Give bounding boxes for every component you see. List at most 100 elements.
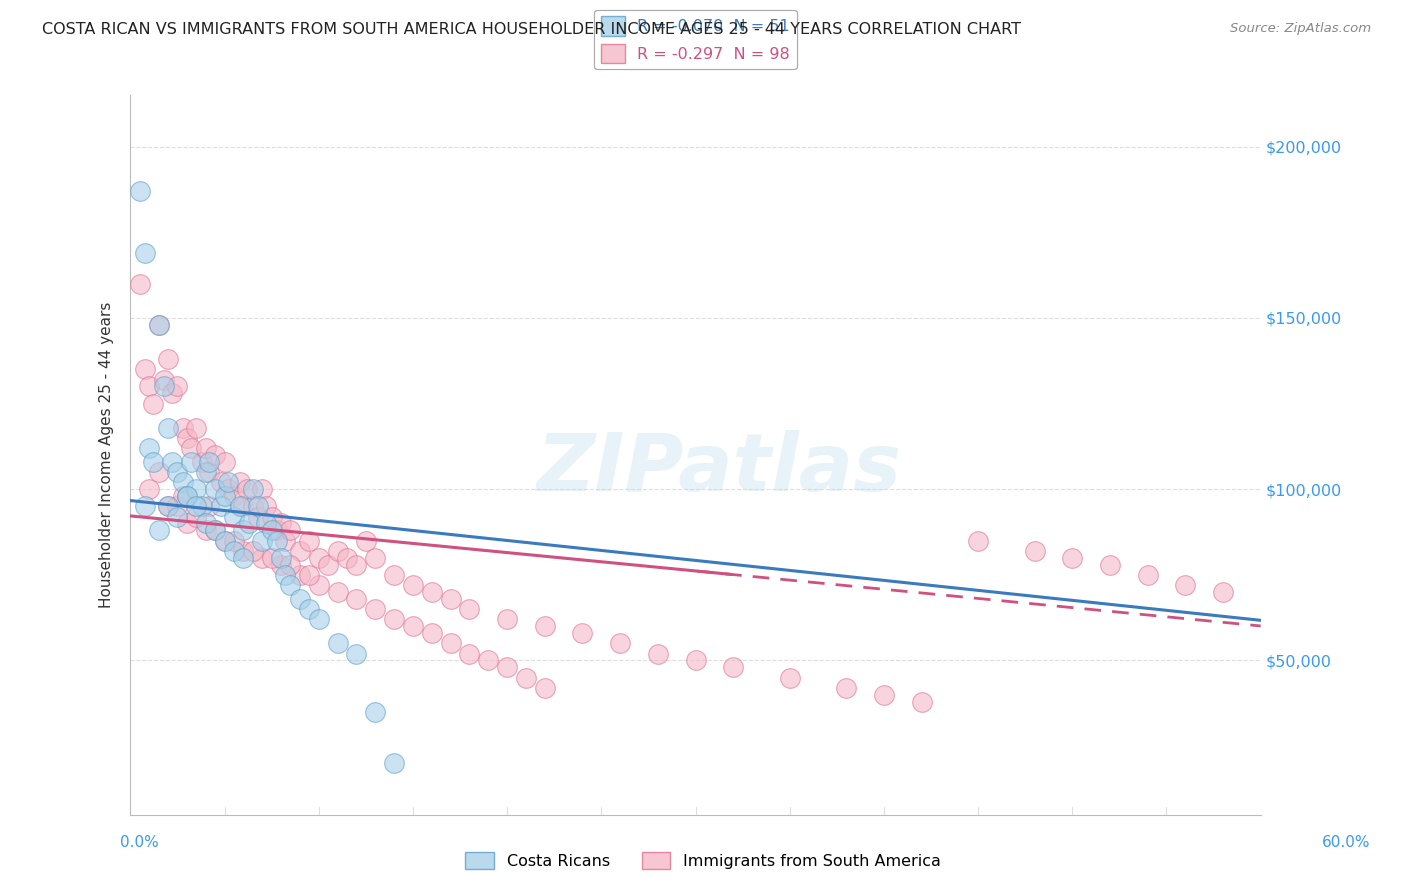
Point [344, 591, 367, 606]
Point [222, 533, 245, 548]
Point [280, 578, 302, 592]
Legend: R = -0.070  N = 51, R = -0.297  N = 98: R = -0.070 N = 51, R = -0.297 N = 98 [595, 10, 797, 70]
Point [153, 379, 176, 393]
Point [288, 591, 311, 606]
Point [242, 482, 264, 496]
Point [270, 550, 292, 565]
Point [910, 694, 932, 708]
Point [254, 516, 277, 531]
Text: 0.0%: 0.0% [120, 836, 159, 850]
Point [458, 602, 481, 616]
Point [222, 544, 245, 558]
Point [266, 533, 288, 548]
Point [128, 184, 150, 198]
Point [194, 465, 217, 479]
Point [308, 578, 330, 592]
Point [238, 516, 260, 531]
Point [148, 465, 170, 479]
Point [204, 523, 226, 537]
Point [270, 516, 292, 531]
Point [685, 653, 707, 667]
Text: 60.0%: 60.0% [1323, 836, 1371, 850]
Point [308, 550, 330, 565]
Point [364, 705, 387, 719]
Point [128, 277, 150, 291]
Point [344, 647, 367, 661]
Point [298, 602, 321, 616]
Point [402, 619, 425, 633]
Point [266, 523, 288, 537]
Point [172, 420, 194, 434]
Point [204, 448, 226, 462]
Point [515, 671, 537, 685]
Text: Source: ZipAtlas.com: Source: ZipAtlas.com [1230, 22, 1371, 36]
Point [533, 619, 555, 633]
Point [156, 351, 179, 366]
Point [232, 550, 254, 565]
Point [180, 441, 202, 455]
Point [496, 612, 519, 626]
Point [191, 500, 214, 514]
Point [1136, 567, 1159, 582]
Point [477, 653, 499, 667]
Point [232, 523, 254, 537]
Point [198, 465, 221, 479]
Point [166, 465, 188, 479]
Point [382, 756, 405, 771]
Point [236, 482, 259, 496]
Point [344, 558, 367, 572]
Point [1098, 558, 1121, 572]
Point [191, 455, 214, 469]
Point [326, 544, 349, 558]
Legend: Costa Ricans, Immigrants from South America: Costa Ricans, Immigrants from South Amer… [458, 846, 948, 875]
Point [214, 533, 236, 548]
Point [288, 567, 311, 582]
Point [308, 612, 330, 626]
Point [214, 489, 236, 503]
Point [298, 533, 321, 548]
Point [382, 567, 405, 582]
Point [382, 612, 405, 626]
Point [247, 509, 270, 524]
Point [214, 455, 236, 469]
Point [420, 626, 443, 640]
Point [326, 585, 349, 599]
Point [134, 362, 156, 376]
Point [354, 533, 377, 548]
Point [186, 482, 208, 496]
Point [232, 500, 254, 514]
Point [134, 245, 156, 260]
Point [260, 550, 283, 565]
Point [1024, 544, 1046, 558]
Point [402, 578, 425, 592]
Point [260, 509, 283, 524]
Point [166, 509, 188, 524]
Point [198, 500, 221, 514]
Point [156, 500, 179, 514]
Point [779, 671, 801, 685]
Point [134, 500, 156, 514]
Point [250, 550, 273, 565]
Point [176, 489, 198, 503]
Point [316, 558, 339, 572]
Point [166, 500, 188, 514]
Point [274, 567, 297, 582]
Point [571, 626, 593, 640]
Point [194, 516, 217, 531]
Point [364, 550, 387, 565]
Point [1062, 550, 1084, 565]
Point [247, 500, 270, 514]
Point [172, 489, 194, 503]
Point [194, 441, 217, 455]
Point [222, 509, 245, 524]
Point [186, 509, 208, 524]
Point [209, 500, 232, 514]
Point [288, 544, 311, 558]
Point [156, 420, 179, 434]
Point [533, 681, 555, 695]
Point [142, 396, 165, 410]
Point [194, 523, 217, 537]
Point [138, 482, 160, 496]
Point [250, 482, 273, 496]
Point [1174, 578, 1197, 592]
